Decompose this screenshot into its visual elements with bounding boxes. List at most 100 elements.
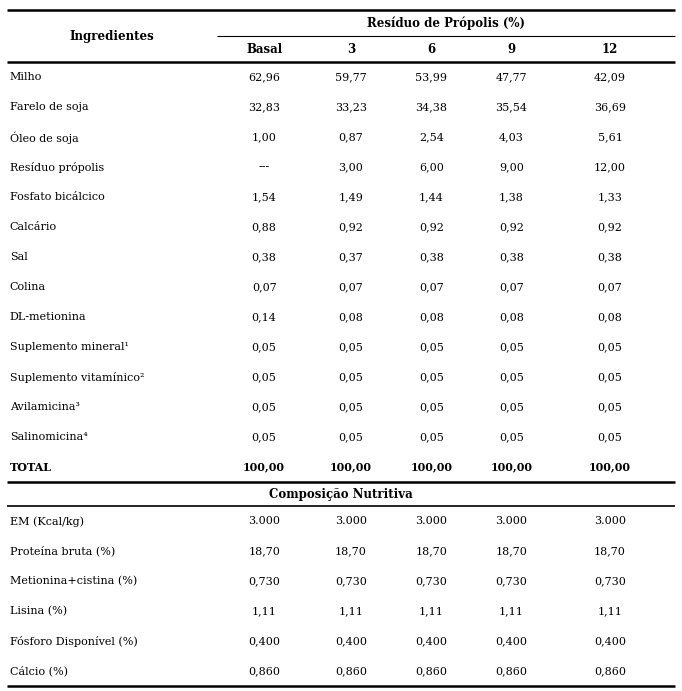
- Text: 9,00: 9,00: [499, 162, 524, 172]
- Text: Resíduo de Própolis (%): Resíduo de Própolis (%): [368, 17, 525, 30]
- Text: 0,07: 0,07: [419, 283, 443, 292]
- Text: 4,03: 4,03: [499, 133, 524, 142]
- Text: 12,00: 12,00: [594, 162, 626, 172]
- Text: 0,05: 0,05: [597, 342, 623, 352]
- Text: 0,38: 0,38: [597, 252, 623, 263]
- Text: Fosfato bicálcico: Fosfato bicálcico: [10, 192, 104, 202]
- Text: 62,96: 62,96: [248, 73, 280, 82]
- Text: 0,05: 0,05: [597, 402, 623, 413]
- Text: Suplemento vitamínico²: Suplemento vitamínico²: [10, 372, 145, 383]
- Text: Fósforo Disponível (%): Fósforo Disponível (%): [10, 636, 138, 647]
- Text: 18,70: 18,70: [496, 547, 527, 556]
- Text: 18,70: 18,70: [594, 547, 626, 556]
- Text: 6: 6: [427, 43, 435, 56]
- Text: 0,05: 0,05: [252, 372, 277, 382]
- Text: Metionina+cistina (%): Metionina+cistina (%): [10, 576, 137, 587]
- Text: 5,61: 5,61: [597, 133, 623, 142]
- Text: 1,11: 1,11: [597, 607, 623, 616]
- Text: 0,400: 0,400: [335, 636, 367, 646]
- Text: 0,05: 0,05: [499, 433, 524, 442]
- Text: 2,54: 2,54: [419, 133, 444, 142]
- Text: 1,49: 1,49: [338, 192, 364, 202]
- Text: 0,38: 0,38: [252, 252, 277, 263]
- Text: Ingredientes: Ingredientes: [70, 30, 154, 43]
- Text: Milho: Milho: [10, 73, 42, 82]
- Text: 0,92: 0,92: [597, 223, 623, 232]
- Text: 59,77: 59,77: [335, 73, 367, 82]
- Text: 0,730: 0,730: [335, 576, 367, 587]
- Text: Suplemento mineral¹: Suplemento mineral¹: [10, 342, 129, 352]
- Text: Calcário: Calcário: [10, 223, 57, 232]
- Text: Colina: Colina: [10, 283, 46, 292]
- Text: 3.000: 3.000: [335, 516, 367, 527]
- Text: Farelo de soja: Farelo de soja: [10, 102, 89, 113]
- Text: Avilamicina³: Avilamicina³: [10, 402, 80, 413]
- Text: 0,860: 0,860: [335, 666, 367, 676]
- Text: 0,38: 0,38: [419, 252, 444, 263]
- Text: 0,92: 0,92: [499, 223, 524, 232]
- Text: Proteína bruta (%): Proteína bruta (%): [10, 546, 115, 557]
- Text: 0,05: 0,05: [338, 342, 364, 352]
- Text: 42,09: 42,09: [594, 73, 626, 82]
- Text: Lisina (%): Lisina (%): [10, 606, 67, 616]
- Text: 9: 9: [507, 43, 516, 56]
- Text: Composição Nutritiva: Composição Nutritiva: [269, 488, 413, 501]
- Text: 0,05: 0,05: [597, 433, 623, 442]
- Text: 35,54: 35,54: [495, 102, 527, 113]
- Text: 12: 12: [602, 43, 618, 56]
- Text: 0,07: 0,07: [597, 283, 623, 292]
- Text: 1,11: 1,11: [338, 607, 364, 616]
- Text: 0,05: 0,05: [499, 402, 524, 413]
- Text: 3.000: 3.000: [415, 516, 447, 527]
- Text: 0,730: 0,730: [248, 576, 280, 587]
- Text: 1,44: 1,44: [419, 192, 444, 202]
- Text: Basal: Basal: [246, 43, 282, 56]
- Text: 0,860: 0,860: [495, 666, 527, 676]
- Text: Cálcio (%): Cálcio (%): [10, 666, 68, 676]
- Text: 0,05: 0,05: [338, 402, 364, 413]
- Text: 100,00: 100,00: [411, 462, 452, 473]
- Text: 0,07: 0,07: [499, 283, 524, 292]
- Text: 6,00: 6,00: [419, 162, 444, 172]
- Text: 0,87: 0,87: [339, 133, 364, 142]
- Text: 0,14: 0,14: [252, 312, 277, 323]
- Text: 0,05: 0,05: [338, 372, 364, 382]
- Text: 0,07: 0,07: [252, 283, 276, 292]
- Text: 1,00: 1,00: [252, 133, 277, 142]
- Text: 0,400: 0,400: [248, 636, 280, 646]
- Text: 33,23: 33,23: [335, 102, 367, 113]
- Text: 0,05: 0,05: [419, 342, 444, 352]
- Text: Resíduo própolis: Resíduo própolis: [10, 162, 104, 173]
- Text: 0,92: 0,92: [419, 223, 444, 232]
- Text: Óleo de soja: Óleo de soja: [10, 131, 78, 144]
- Text: 3.000: 3.000: [594, 516, 626, 527]
- Text: 0,38: 0,38: [499, 252, 524, 263]
- Text: 100,00: 100,00: [330, 462, 372, 473]
- Text: 18,70: 18,70: [335, 547, 367, 556]
- Text: 0,730: 0,730: [415, 576, 447, 587]
- Text: 0,05: 0,05: [419, 372, 444, 382]
- Text: 0,05: 0,05: [252, 433, 277, 442]
- Text: 0,05: 0,05: [419, 402, 444, 413]
- Text: 3: 3: [347, 43, 355, 56]
- Text: 1,54: 1,54: [252, 192, 277, 202]
- Text: 0,08: 0,08: [338, 312, 364, 323]
- Text: 0,730: 0,730: [496, 576, 527, 587]
- Text: 0,08: 0,08: [597, 312, 623, 323]
- Text: 3.000: 3.000: [495, 516, 527, 527]
- Text: 0,37: 0,37: [339, 252, 364, 263]
- Text: 0,730: 0,730: [594, 576, 626, 587]
- Text: 0,05: 0,05: [252, 342, 277, 352]
- Text: 18,70: 18,70: [248, 547, 280, 556]
- Text: Sal: Sal: [10, 252, 27, 263]
- Text: 0,05: 0,05: [252, 402, 277, 413]
- Text: 100,00: 100,00: [243, 462, 285, 473]
- Text: 0,400: 0,400: [594, 636, 626, 646]
- Text: 0,08: 0,08: [419, 312, 444, 323]
- Text: 0,860: 0,860: [415, 666, 447, 676]
- Text: 0,860: 0,860: [594, 666, 626, 676]
- Text: EM (Kcal/kg): EM (Kcal/kg): [10, 516, 84, 527]
- Text: 0,05: 0,05: [338, 433, 364, 442]
- Text: 100,00: 100,00: [490, 462, 533, 473]
- Text: 0,05: 0,05: [419, 433, 444, 442]
